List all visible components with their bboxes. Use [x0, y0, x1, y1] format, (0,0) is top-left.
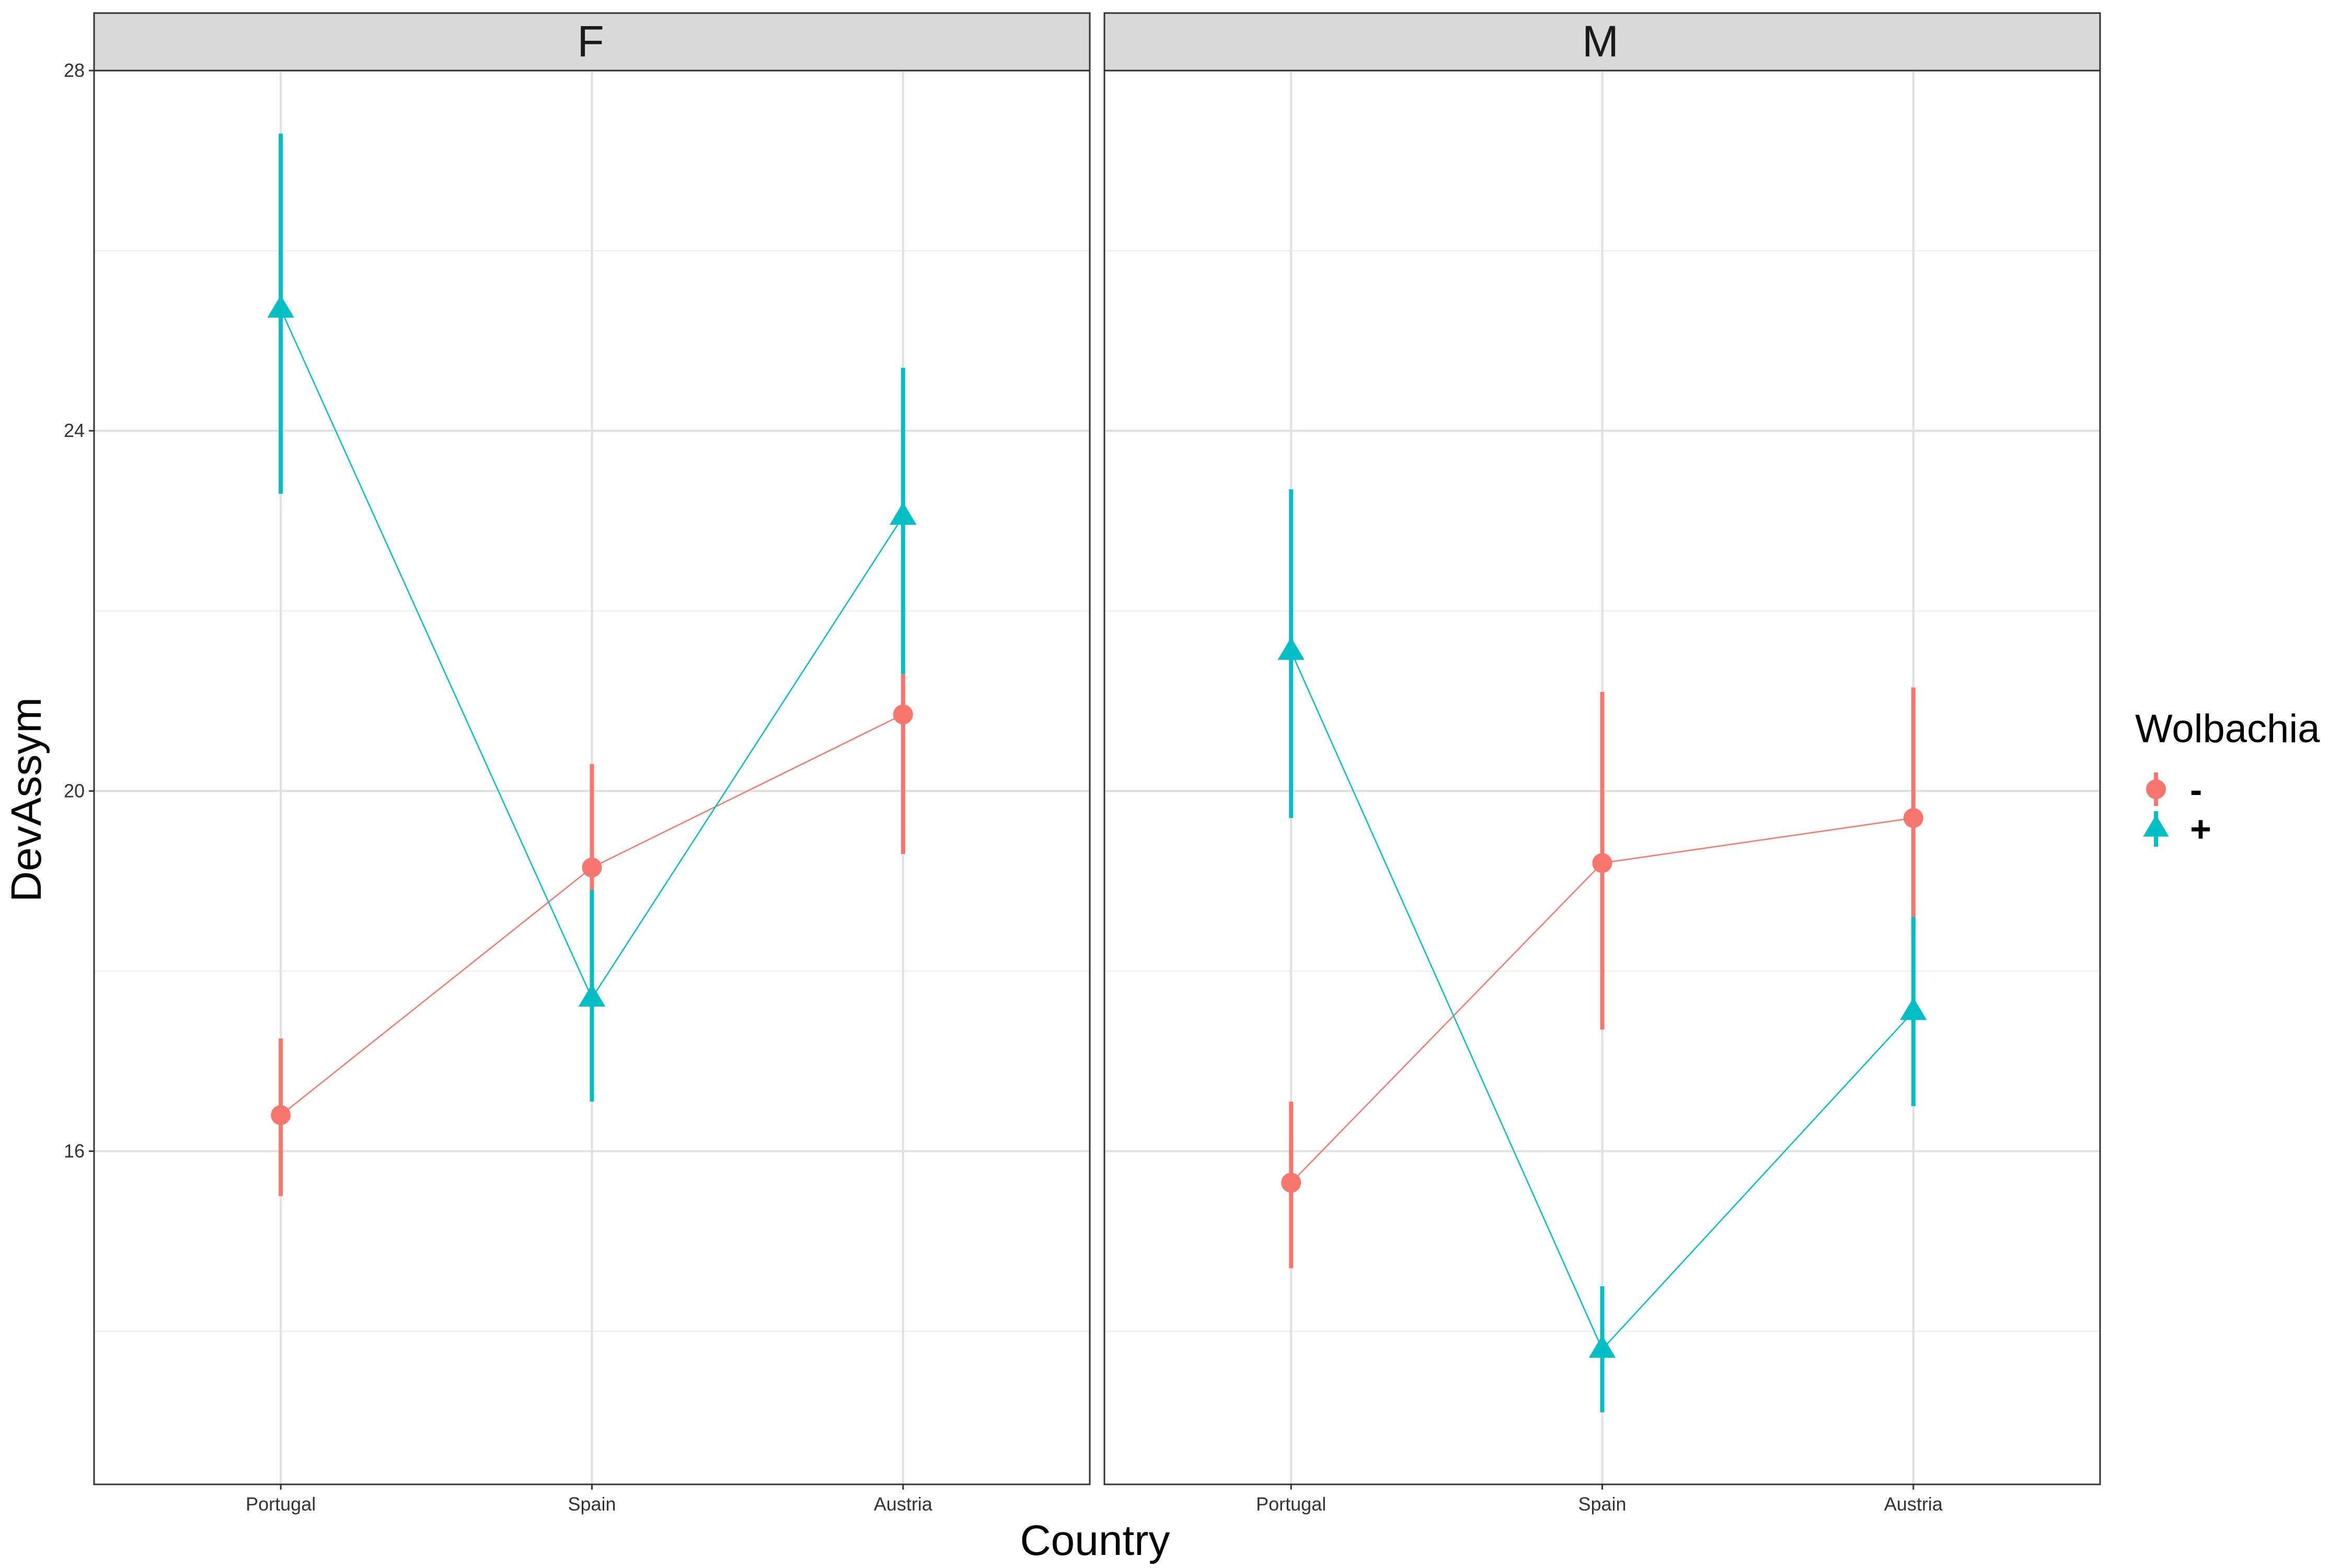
legend-title: Wolbachia [2135, 707, 2320, 751]
grid-layer [94, 70, 2100, 1484]
panel-m-x-tick-label-austria: Austria [1884, 1493, 1943, 1515]
y-axis-title: DevAssym [3, 697, 50, 902]
panel-f-x-tick-label-spain: Spain [568, 1493, 616, 1515]
strip-label-f: F [577, 17, 604, 66]
y-tick-label-20: 20 [64, 780, 85, 801]
legend-label-plus: + [2190, 809, 2211, 849]
text-layer: Country DevAssym F M Wolbachia - + [3, 17, 2320, 1564]
legend-key-plus-point [2143, 815, 2169, 837]
panel-m-point-plus-portugal [1277, 637, 1305, 660]
y-tick-label-16: 16 [64, 1140, 85, 1162]
panel-m-x-tick-label-spain: Spain [1578, 1493, 1626, 1515]
legend [2143, 773, 2169, 847]
x-axis-title: Country [1020, 1517, 1170, 1564]
panel-f-x-tick-label-austria: Austria [874, 1493, 933, 1515]
error-bars [279, 133, 1916, 1413]
panel-f-point-minus-portugal [271, 1105, 291, 1125]
y-tick-label-24: 24 [64, 420, 85, 441]
panel-f-point-minus-austria [893, 704, 913, 724]
panel-m-point-plus-austria [1900, 997, 1927, 1020]
panel-f-point-plus-portugal [267, 295, 294, 318]
series-lines [280, 309, 1914, 1351]
panel-m-point-minus-austria [1903, 808, 1923, 828]
panel-m-point-minus-portugal [1281, 1172, 1301, 1193]
panel-m-point-minus-spain [1592, 853, 1612, 873]
legend-key-minus-point [2146, 779, 2166, 799]
panel-m-strip [1103, 12, 2101, 72]
data-points [267, 295, 1927, 1358]
panel-f-x-tick-label-portugal: Portugal [246, 1493, 316, 1515]
panel-f-point-minus-spain [582, 857, 602, 878]
legend-label-minus: - [2190, 769, 2202, 810]
panel-m-x-tick-label-portugal: Portugal [1256, 1493, 1326, 1515]
panel-f-point-plus-spain [578, 984, 606, 1007]
strip-label-m: M [1582, 17, 1619, 66]
panel-frames [93, 12, 2101, 1485]
panel-f-point-plus-austria [890, 502, 917, 525]
axes-layer: 16 20 24 28 Portugal Spain Austria Portugal Spai… [64, 60, 1943, 1515]
y-tick-label-28: 28 [64, 60, 85, 81]
panel-m-point-plus-spain [1588, 1335, 1616, 1358]
